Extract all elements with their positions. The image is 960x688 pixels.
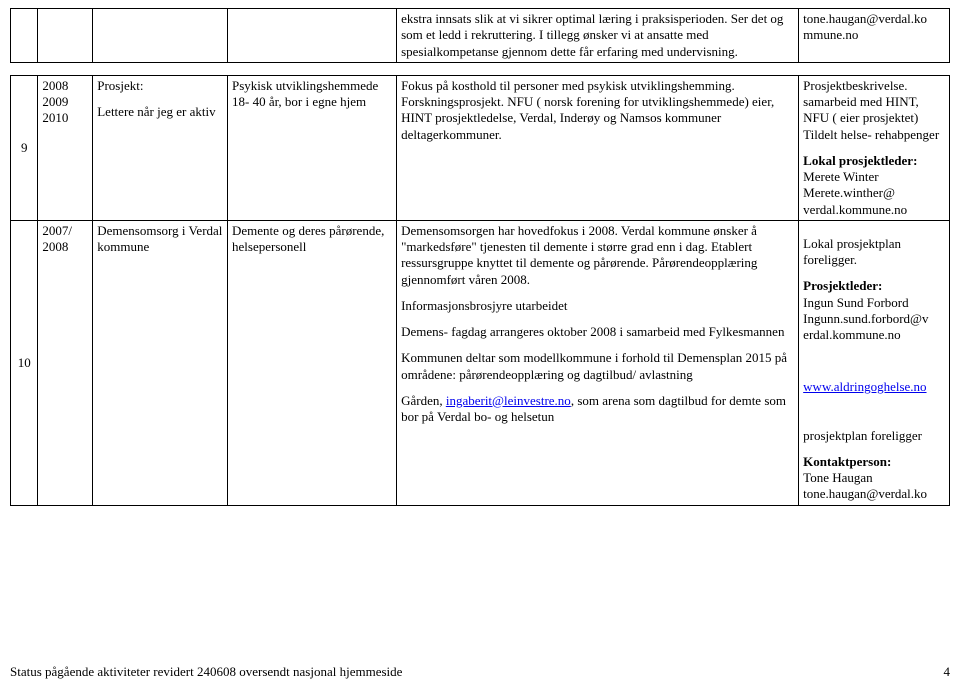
label: Prosjektleder: (803, 278, 882, 293)
page-number: 4 (944, 664, 951, 680)
cell-desc: Fokus på kosthold til personer med psyki… (397, 75, 799, 220)
table-row: 9 2008 2009 2010 Prosjekt: Lettere når j… (11, 75, 950, 220)
cell-target: Psykisk utviklingshemmede 18- 40 år, bor… (228, 75, 397, 220)
cell-year: 2007/ 2008 (38, 220, 93, 505)
text: Demensomsorgen har hovedfokus i 2008. Ve… (401, 223, 794, 288)
cell-num (11, 9, 38, 63)
cell-title: Prosjekt: Lettere når jeg er aktiv (93, 75, 228, 220)
text: Gården, (401, 393, 446, 408)
cell-year (38, 9, 93, 63)
text: Gården, ingaberit@leinvestre.no, som are… (401, 393, 794, 426)
label: Kontaktperson: (803, 454, 891, 469)
cell-desc: ekstra innsats slik at vi sikrer optimal… (397, 9, 799, 63)
web-link[interactable]: www.aldringoghelse.no (803, 379, 926, 394)
text: Tone Haugan tone.haugan@verdal.ko (803, 470, 927, 501)
footer-text: Status pågående aktiviteter revidert 240… (10, 664, 402, 679)
text: Merete Winter Merete.winther@ verdal.kom… (803, 169, 907, 217)
cell-title (93, 9, 228, 63)
label: Lokal prosjektleder: (803, 153, 917, 168)
text: Kommunen deltar som modellkommune i forh… (401, 350, 794, 383)
cell-contact: tone.haugan@verdal.ko mmune.no (799, 9, 950, 63)
text: Prosjektbeskrivelse. samarbeid med HINT,… (803, 78, 945, 143)
top-table: ekstra innsats slik at vi sikrer optimal… (10, 8, 950, 63)
cell-title: Demensomsorg i Verdal kommune (93, 220, 228, 505)
cell-desc: Demensomsorgen har hovedfokus i 2008. Ve… (397, 220, 799, 505)
footer: Status pågående aktiviteter revidert 240… (10, 664, 950, 680)
cell-contact: Lokal prosjektplan foreligger. Prosjektl… (799, 220, 950, 505)
text: Lokal prosjektplan foreligger. (803, 236, 945, 269)
cell-contact: Prosjektbeskrivelse. samarbeid med HINT,… (799, 75, 950, 220)
table-row: 10 2007/ 2008 Demensomsorg i Verdal komm… (11, 220, 950, 505)
main-table: 9 2008 2009 2010 Prosjekt: Lettere når j… (10, 75, 950, 506)
cell-num: 9 (11, 75, 38, 220)
cell-target: Demente og deres pårørende, helsepersone… (228, 220, 397, 505)
text: Ingun Sund Forbord Ingunn.sund.forbord@v… (803, 295, 928, 343)
text: Informasjonsbrosjyre utarbeidet (401, 298, 794, 314)
email-link[interactable]: ingaberit@leinvestre.no (446, 393, 571, 408)
text: Kontaktperson: Tone Haugan tone.haugan@v… (803, 454, 945, 503)
text: Lettere når jeg er aktiv (97, 104, 223, 120)
table-row: ekstra innsats slik at vi sikrer optimal… (11, 9, 950, 63)
cell-target (228, 9, 397, 63)
text: Demens- fagdag arrangeres oktober 2008 i… (401, 324, 794, 340)
text: Prosjektleder: Ingun Sund Forbord Ingunn… (803, 278, 945, 343)
text: prosjektplan foreligger (803, 428, 945, 444)
text: Prosjekt: (97, 78, 223, 94)
cell-year: 2008 2009 2010 (38, 75, 93, 220)
cell-num: 10 (11, 220, 38, 505)
text: Lokal prosjektleder: Merete Winter Meret… (803, 153, 945, 218)
